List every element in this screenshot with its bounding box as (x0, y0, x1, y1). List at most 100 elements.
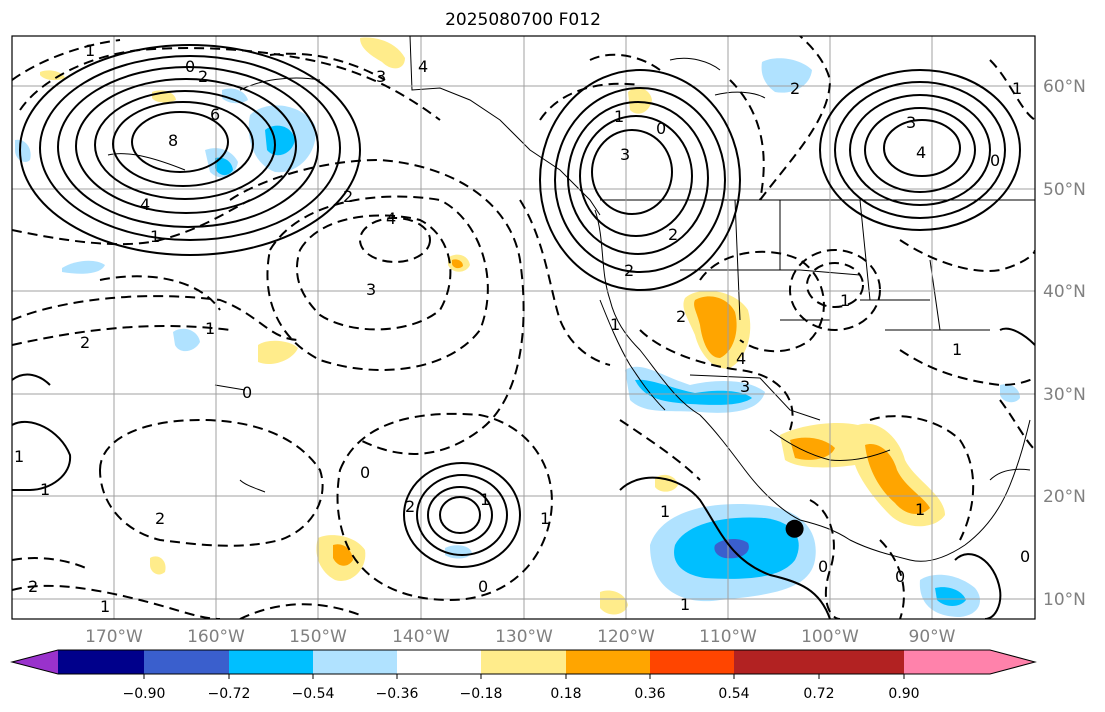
contour-label: 0 (1020, 547, 1030, 566)
positive-shading (790, 437, 835, 460)
contour-label-layer: 1 0 2 3 4 6 8 4 1 2 4 3 2 1 1 2 3 2 1 0 … (14, 41, 1030, 616)
colorbar-tick-label: 0.36 (634, 686, 665, 702)
positive-shading (360, 37, 405, 69)
contour-label: 3 (376, 67, 386, 86)
contour-label: 8 (168, 131, 178, 150)
colorbar-bin (904, 650, 990, 674)
colorbar-bin (313, 650, 397, 674)
colorbar-bin (229, 650, 313, 674)
colorbar-bin (734, 650, 819, 674)
negative-contours (12, 36, 1035, 619)
contour-label: 6 (210, 105, 220, 124)
contour-label: 1 (660, 502, 670, 521)
colorbar-bin (819, 650, 904, 674)
storm-center-marker (785, 519, 804, 538)
negative-shading (935, 587, 966, 606)
negative-shading (15, 139, 31, 162)
colorbar-tick-label: 0.90 (888, 686, 919, 702)
lat-label-60n: 60°N (1043, 77, 1086, 97)
colorbar-tick-label: 0.18 (550, 686, 581, 702)
gulf-coast (964, 419, 1031, 546)
lat-label-50n: 50°N (1043, 180, 1086, 200)
lat-label-20n: 20°N (1043, 487, 1086, 507)
contour-label: 2 (155, 509, 165, 528)
negative-shading (173, 328, 200, 352)
positive-shading (150, 556, 166, 575)
contour-label: 3 (740, 377, 750, 396)
colorbar-tick-label: 0.54 (718, 686, 749, 702)
colorbar-tick-label: 0.72 (803, 686, 834, 702)
lon-label-130w: 130°W (495, 627, 553, 647)
contour-label: 4 (140, 195, 150, 214)
contour-label: 4 (418, 57, 428, 76)
negative-shading (761, 58, 812, 93)
contour-label: 0 (185, 57, 195, 76)
contour-label: 2 (405, 497, 415, 516)
longitude-labels: 170°W 160°W 150°W 140°W 130°W 120°W 110°… (85, 627, 956, 647)
contour-label: 3 (366, 280, 376, 299)
lat-label-10n: 10°N (1043, 590, 1086, 610)
contour-label: 2 (668, 225, 678, 244)
contour-label: 3 (906, 113, 916, 132)
contour-label: 1 (680, 595, 690, 614)
contour-label: 0 (656, 119, 666, 138)
contour-label: 1 (540, 509, 550, 528)
colorbar-tick-label: −0.36 (376, 686, 419, 702)
positive-contours (12, 44, 1035, 619)
colorbar-tick-label: −0.90 (123, 686, 166, 702)
lon-label-150w: 150°W (289, 627, 347, 647)
contour-label: 4 (386, 209, 396, 228)
contour-label: 0 (478, 577, 488, 596)
negative-shading (1000, 384, 1020, 403)
contour-label: 4 (736, 349, 746, 368)
colorbar-bin (650, 650, 734, 674)
north-america-west-coast (594, 209, 966, 562)
baja-peninsula (599, 299, 666, 411)
contour-label: 2 (343, 187, 353, 206)
contour-label: 1 (14, 447, 24, 466)
contour-label: 1 (480, 490, 490, 509)
colorbar-bin (397, 650, 481, 674)
positive-shading (333, 544, 353, 566)
positive-shading (40, 70, 65, 81)
contour-label: 1 (610, 315, 620, 334)
lon-label-100w: 100°W (801, 627, 859, 647)
contour-label: 0 (242, 383, 252, 402)
negative-shading (635, 379, 752, 405)
contour-label: 1 (1012, 79, 1022, 98)
positive-shading (258, 340, 298, 365)
colorbar-tick-label: −0.72 (208, 686, 251, 702)
contour-label: 1 (614, 107, 624, 126)
colorbar-bin (566, 650, 650, 674)
negative-shading (222, 88, 248, 104)
colorbar-tick-label: −0.18 (460, 686, 503, 702)
lat-label-30n: 30°N (1043, 385, 1086, 405)
lat-label-40n: 40°N (1043, 282, 1086, 302)
graticule (12, 36, 1035, 619)
contour-label: 4 (916, 143, 926, 162)
positive-shading (628, 87, 652, 114)
contour-label: 1 (100, 597, 110, 616)
lon-label-160w: 160°W (187, 627, 245, 647)
colorbar-tick-label: −0.54 (292, 686, 335, 702)
contour-label: 0 (818, 557, 828, 576)
positive-shading (865, 444, 930, 515)
positive-shading (600, 590, 628, 615)
contour-label: 2 (790, 79, 800, 98)
canada-arctic-coast (669, 57, 766, 99)
colorbar-ticks (143, 674, 905, 679)
contour-label: 1 (205, 319, 215, 338)
contour-label: 0 (360, 463, 370, 482)
contour-label: 0 (990, 151, 1000, 170)
contour-label: 3 (620, 145, 630, 164)
colorbar-bin (144, 650, 229, 674)
contour-label: 1 (915, 500, 925, 519)
negative-shading (215, 157, 233, 176)
contour-label: 1 (840, 291, 850, 310)
lon-label-170w: 170°W (85, 627, 143, 647)
contour-label: 2 (676, 307, 686, 326)
hawaii-islands (214, 384, 266, 493)
lon-label-120w: 120°W (597, 627, 655, 647)
latitude-labels: 60°N 50°N 40°N 30°N 20°N 10°N (1043, 77, 1086, 610)
